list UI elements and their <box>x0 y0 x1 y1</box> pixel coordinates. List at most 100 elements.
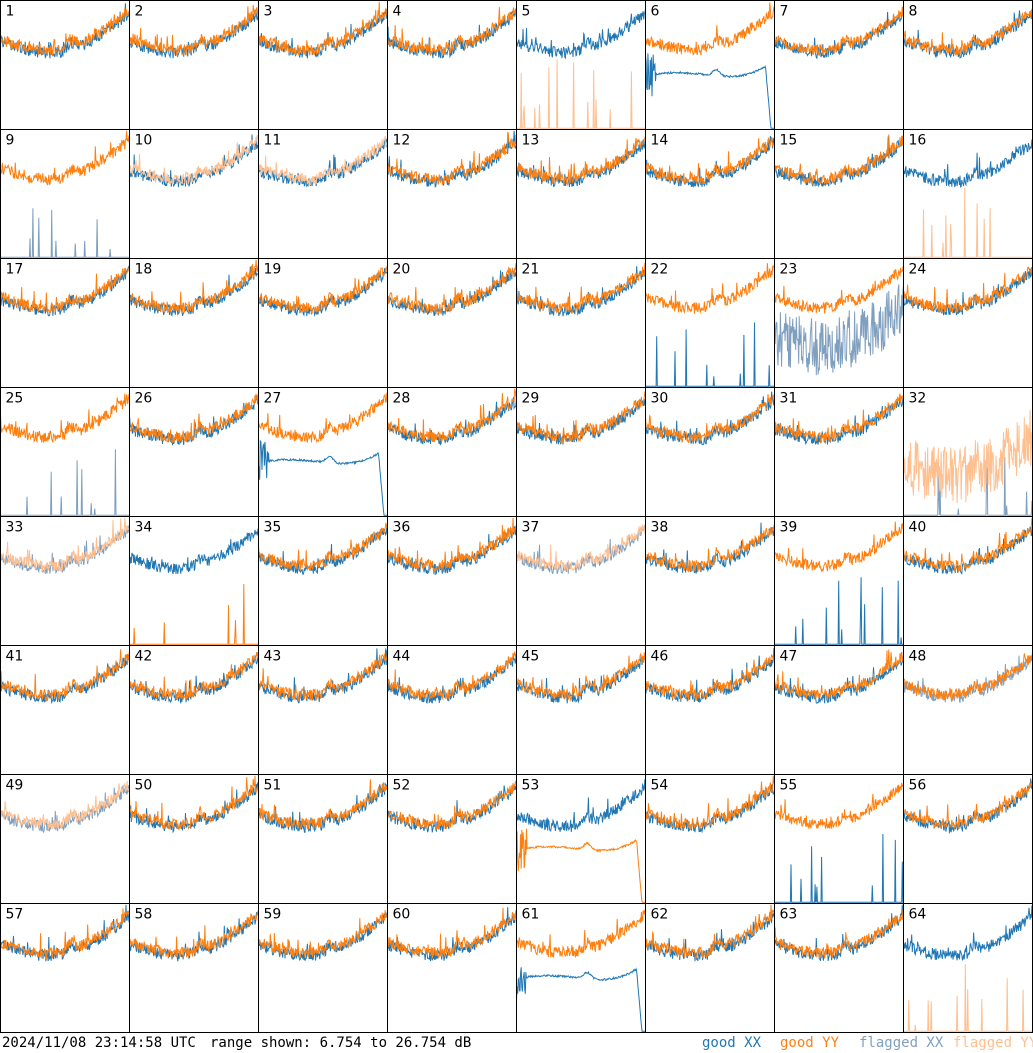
panel-19: 19 <box>258 258 388 388</box>
panel-7: 7 <box>774 0 904 130</box>
series-yy-12 <box>387 131 517 186</box>
series-xx-23 <box>774 284 904 376</box>
panel-1: 1 <box>0 0 130 130</box>
series-yy-7 <box>774 6 904 57</box>
series-xx-32 <box>903 455 1033 516</box>
panel-label-22: 22 <box>651 262 669 278</box>
panel-label-17: 17 <box>6 262 24 278</box>
series-yy-55 <box>774 782 904 830</box>
series-xx-46 <box>645 647 775 704</box>
series-xx-7 <box>774 7 904 60</box>
panel-frame-3 <box>258 0 388 130</box>
panel-frame-34 <box>129 516 259 646</box>
panel-frame-20 <box>387 258 517 388</box>
panel-frame-60 <box>387 903 517 1033</box>
panel-label-64: 64 <box>909 907 927 923</box>
series-xx-8 <box>903 8 1033 59</box>
panel-label-61: 61 <box>522 907 540 923</box>
panel-label-15: 15 <box>780 133 798 149</box>
panel-frame-44 <box>387 645 517 775</box>
panel-frame-55 <box>774 774 904 904</box>
panel-label-9: 9 <box>6 133 15 149</box>
series-yy-49 <box>0 781 130 831</box>
series-yy-60 <box>387 907 517 959</box>
series-xx-34 <box>129 527 259 575</box>
panel-frame-35 <box>258 516 388 646</box>
panel-frame-30 <box>645 387 775 517</box>
panel-label-29: 29 <box>522 391 540 407</box>
panel-label-34: 34 <box>135 520 153 536</box>
panel-label-59: 59 <box>264 907 282 923</box>
panel-6: 6 <box>645 0 775 130</box>
panel-frame-19 <box>258 258 388 388</box>
panel-60: 60 <box>387 903 517 1033</box>
panel-label-36: 36 <box>393 520 411 536</box>
series-yy-46 <box>645 651 775 701</box>
series-yy-45 <box>516 652 646 702</box>
series-yy-31 <box>774 393 904 444</box>
series-yy-48 <box>903 650 1033 701</box>
panel-label-23: 23 <box>780 262 798 278</box>
panel-label-8: 8 <box>909 4 918 20</box>
panel-51: 51 <box>258 774 388 904</box>
panel-frame-31 <box>774 387 904 517</box>
panel-label-24: 24 <box>909 262 927 278</box>
series-yy-56 <box>903 781 1033 829</box>
panel-18: 18 <box>129 258 259 388</box>
series-yy-53 <box>516 828 646 903</box>
panel-label-3: 3 <box>264 4 273 20</box>
panel-frame-50 <box>129 774 259 904</box>
panel-frame-52 <box>387 774 517 904</box>
series-yy-6 <box>645 2 775 56</box>
series-xx-4 <box>387 8 517 60</box>
series-xx-41 <box>0 653 130 705</box>
panel-frame-47 <box>774 645 904 775</box>
panel-frame-48 <box>903 645 1033 775</box>
series-yy-4 <box>387 7 517 56</box>
panel-frame-49 <box>0 774 130 904</box>
panel-label-18: 18 <box>135 262 153 278</box>
series-yy-1 <box>0 8 130 57</box>
panel-frame-27 <box>258 387 388 517</box>
series-xx-25 <box>0 449 130 516</box>
panel-4: 4 <box>387 0 517 130</box>
series-yy-63 <box>774 909 904 959</box>
panel-29: 29 <box>516 387 646 517</box>
panel-16: 16 <box>903 129 1033 259</box>
panel-label-21: 21 <box>522 262 540 278</box>
panel-label-40: 40 <box>909 520 927 536</box>
panel-label-10: 10 <box>135 133 153 149</box>
panel-frame-17 <box>0 258 130 388</box>
series-xx-31 <box>774 396 904 445</box>
panel-28: 28 <box>387 387 517 517</box>
series-yy-13 <box>516 136 646 187</box>
panel-54: 54 <box>645 774 775 904</box>
panel-label-27: 27 <box>264 391 282 407</box>
series-yy-52 <box>387 779 517 831</box>
series-yy-42 <box>129 652 259 701</box>
panel-label-47: 47 <box>780 649 798 665</box>
panel-frame-45 <box>516 645 646 775</box>
panel-49: 49 <box>0 774 130 904</box>
series-xx-55 <box>774 833 904 903</box>
panel-label-43: 43 <box>264 649 282 665</box>
series-yy-36 <box>387 517 517 573</box>
panel-30: 30 <box>645 387 775 517</box>
timestamp: 2024/11/08 23:14:58 UTC <box>2 1035 196 1051</box>
panel-32: 32 <box>903 387 1033 517</box>
panel-frame-29 <box>516 387 646 517</box>
panel-label-52: 52 <box>393 778 411 794</box>
panel-label-51: 51 <box>264 778 282 794</box>
series-yy-61 <box>516 909 646 958</box>
series-xx-53 <box>516 779 646 833</box>
series-yy-25 <box>0 393 130 444</box>
panel-8: 8 <box>903 0 1033 130</box>
panel-label-20: 20 <box>393 262 411 278</box>
series-yy-24 <box>903 266 1033 314</box>
panel-44: 44 <box>387 645 517 775</box>
panel-14: 14 <box>645 129 775 259</box>
panel-label-41: 41 <box>6 649 24 665</box>
panel-37: 37 <box>516 516 646 646</box>
series-yy-47 <box>774 649 904 701</box>
